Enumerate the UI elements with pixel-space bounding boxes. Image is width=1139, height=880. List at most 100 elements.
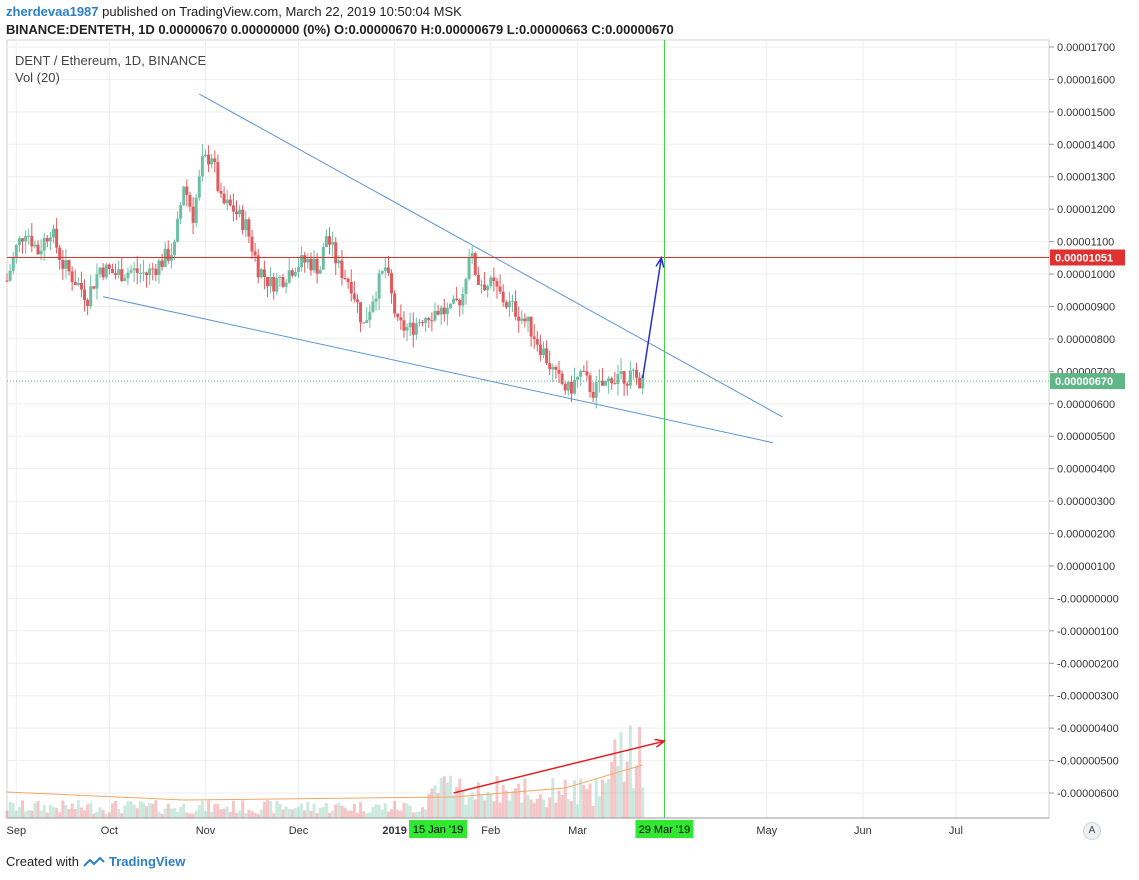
candle-body: [101, 267, 105, 278]
candle-body: [95, 274, 99, 289]
volume-bar: [259, 809, 263, 818]
volume-bar: [169, 808, 173, 818]
highlighted-date-bg: [635, 820, 694, 838]
candle-body: [610, 378, 614, 384]
candle-body: [86, 299, 90, 307]
volume-trend-arrow-head: [654, 738, 667, 748]
volume-bar: [148, 803, 152, 818]
volume-bar: [101, 809, 105, 818]
candle-body: [129, 270, 133, 273]
candle-body: [272, 276, 276, 292]
candle-body: [390, 273, 394, 294]
candle-body: [275, 277, 279, 292]
plot-frame: [6, 39, 1050, 819]
candle-body: [58, 247, 62, 260]
candle-body: [377, 273, 381, 299]
candle-body: [349, 282, 353, 294]
volume-bar: [573, 780, 577, 818]
auto-scale-button[interactable]: A: [1083, 822, 1101, 840]
candle-body: [309, 258, 313, 271]
candle-body: [222, 193, 226, 204]
author-link[interactable]: zherdevaa1987: [6, 4, 99, 19]
candle-body: [427, 318, 431, 321]
volume-bar: [616, 766, 620, 818]
candle-body: [182, 186, 186, 206]
volume-bar: [95, 811, 99, 818]
y-tick-label: 0.00000800: [1057, 334, 1115, 346]
volume-bar: [55, 807, 59, 818]
volume-bar: [172, 808, 176, 818]
candle-body: [374, 298, 378, 302]
volume-bar: [452, 794, 456, 818]
candle-body: [597, 380, 601, 383]
volume-bar: [73, 808, 77, 818]
candle-body: [8, 270, 12, 281]
volume-bar: [138, 801, 142, 818]
x-tick-label: Jun: [854, 825, 872, 837]
candle-body: [365, 320, 369, 323]
candle-body: [42, 237, 46, 251]
volume-bar: [402, 802, 406, 818]
candle-body: [548, 363, 552, 370]
candle-body: [573, 379, 577, 394]
volume-bar: [433, 785, 437, 818]
volume-bar: [64, 805, 68, 818]
candle-body: [61, 259, 65, 269]
volume-bar: [293, 808, 297, 818]
candle-body: [92, 286, 96, 289]
time-axis[interactable]: Sep Oct Nov Dec 2019 Feb Mar May Jun Jul 15 Jan '1…: [7, 817, 1049, 838]
volume-bar: [89, 802, 93, 818]
candle-body: [622, 371, 626, 384]
candle-body: [306, 258, 310, 263]
volume-bar: [625, 761, 629, 818]
candle-body: [343, 278, 347, 280]
candle-body: [452, 298, 456, 304]
volume-bar: [33, 803, 37, 818]
y-tick-label: -0.00000400: [1057, 723, 1119, 735]
volume-bar: [17, 807, 21, 818]
volume-bar: [566, 798, 570, 818]
volume-bar: [52, 807, 56, 818]
candle-body: [408, 322, 412, 328]
candle-body: [442, 307, 446, 315]
candle-body: [14, 245, 18, 258]
candle-body: [613, 383, 617, 385]
candle-body: [436, 310, 440, 315]
candle-body: [585, 371, 589, 376]
candle-body: [269, 276, 273, 287]
tradingview-logo-text[interactable]: TradingView: [108, 854, 186, 869]
volume-bar: [67, 808, 71, 818]
y-tick-label: 0.00001400: [1057, 139, 1115, 151]
highlighted-date-bg: [409, 820, 468, 838]
candle-body: [48, 237, 52, 242]
y-tick-label: 0.00001000: [1057, 269, 1115, 281]
candle-body: [262, 269, 266, 277]
candle-body: [588, 375, 592, 393]
candle-body: [411, 322, 415, 335]
volume-bar: [107, 812, 111, 818]
volume-bar: [582, 784, 586, 818]
candle-body: [213, 158, 217, 163]
price-axis[interactable]: 0.00001700 0.00001600 0.00001500 0.00001400…: [1049, 42, 1125, 800]
candle-body: [455, 298, 459, 301]
volume-bar: [538, 794, 542, 818]
drawings: [7, 40, 1049, 818]
y-tick-label: 0.00000200: [1057, 529, 1115, 541]
volume-bar: [272, 813, 276, 818]
candle-body: [538, 344, 542, 356]
candle-body: [417, 322, 421, 324]
volume-bar: [61, 800, 65, 818]
candle-body: [346, 278, 350, 283]
candle-body: [535, 338, 539, 345]
candle-body: [238, 209, 242, 215]
candle-body: [501, 291, 505, 303]
candle-body: [27, 235, 31, 237]
candle-body: [107, 264, 111, 270]
candle-body: [396, 313, 400, 318]
candle-body: [461, 294, 465, 306]
candle-body: [52, 228, 56, 238]
volume-bar: [405, 803, 409, 818]
candle-body: [542, 348, 546, 356]
candle-body: [21, 238, 25, 242]
